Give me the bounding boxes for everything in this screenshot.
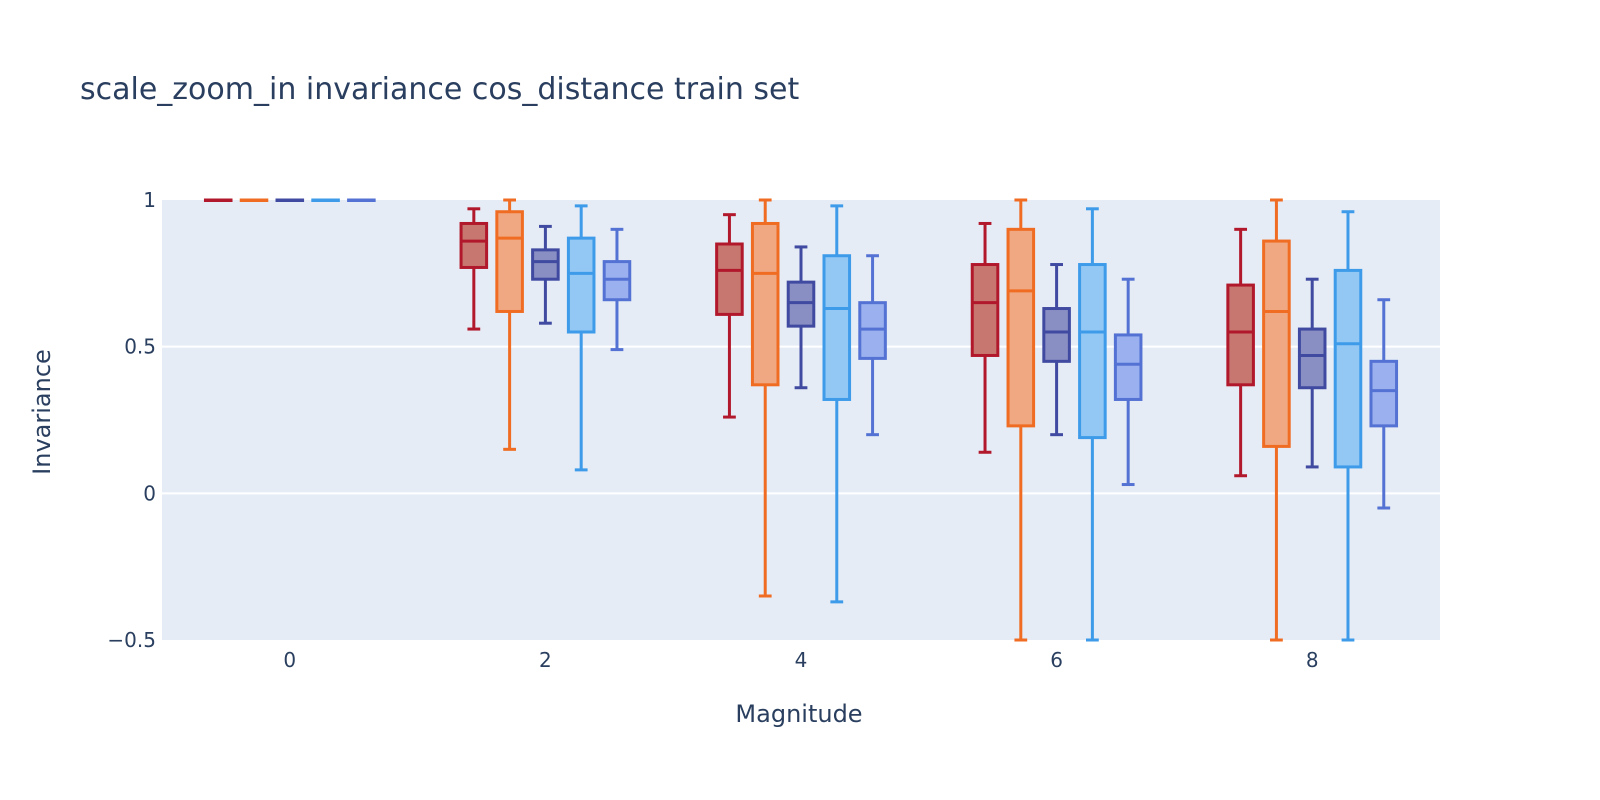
box-series [239, 198, 1291, 642]
iqr-box [566, 236, 596, 334]
x-tick-label: 8 [1306, 648, 1319, 672]
iqr-box [1262, 239, 1291, 448]
box-series [311, 198, 1363, 642]
box-mark [715, 213, 744, 419]
axis-ticks: −0.5 0 0.5 1 0 2 4 6 8 [107, 188, 1318, 672]
box-mark [347, 198, 376, 202]
iqr-box [715, 242, 744, 316]
iqr-box [970, 263, 1000, 357]
x-axis-title: Magnitude [735, 700, 862, 728]
iqr-box [459, 221, 489, 269]
box-mark [1369, 298, 1399, 510]
box-mark [311, 198, 340, 202]
iqr-box [1113, 333, 1143, 401]
iqr-box [1042, 307, 1071, 363]
box-mark [1262, 198, 1291, 642]
iqr-box [822, 254, 852, 401]
box-mark [1226, 227, 1255, 478]
iqr-box [1297, 327, 1327, 390]
x-tick-label: 4 [795, 648, 808, 672]
box-mark [203, 198, 233, 202]
box-mark [531, 224, 560, 325]
box-series [275, 198, 1327, 469]
box-mark [239, 198, 269, 202]
box-mark [459, 207, 489, 331]
box-series-layer [203, 198, 1399, 642]
x-tick-label: 2 [539, 648, 552, 672]
box-series [203, 198, 1255, 478]
box-mark [602, 227, 632, 352]
box-mark [275, 198, 305, 202]
y-tick-label: 0 [143, 481, 156, 505]
box-mark [1297, 277, 1327, 469]
box-mark [566, 204, 596, 472]
box-mark [1113, 277, 1143, 487]
iqr-box [495, 210, 524, 313]
iqr-box [1078, 263, 1107, 440]
chart-title: scale_zoom_in invariance cos_distance tr… [80, 72, 799, 107]
x-tick-label: 6 [1050, 648, 1063, 672]
y-tick-label: 0.5 [124, 335, 156, 359]
y-tick-label: 1 [143, 188, 156, 212]
box-series [347, 198, 1399, 510]
box-mark [495, 198, 524, 451]
x-tick-label: 0 [283, 648, 296, 672]
box-mark [786, 245, 816, 390]
iqr-box [750, 221, 780, 387]
box-mark [822, 204, 852, 604]
box-mark [1078, 207, 1107, 642]
iqr-box [1226, 283, 1255, 387]
iqr-box [531, 248, 560, 281]
box-mark [1333, 210, 1363, 642]
iqr-box [1369, 359, 1399, 428]
box-mark [1006, 198, 1036, 642]
box-mark [970, 221, 1000, 454]
iqr-box [1006, 227, 1036, 428]
y-tick-label: −0.5 [107, 628, 156, 652]
iqr-box [1333, 268, 1363, 469]
y-axis-title: Invariance [28, 349, 56, 475]
box-mark [1042, 263, 1071, 437]
box-mark [750, 198, 780, 598]
box-mark [858, 254, 887, 437]
